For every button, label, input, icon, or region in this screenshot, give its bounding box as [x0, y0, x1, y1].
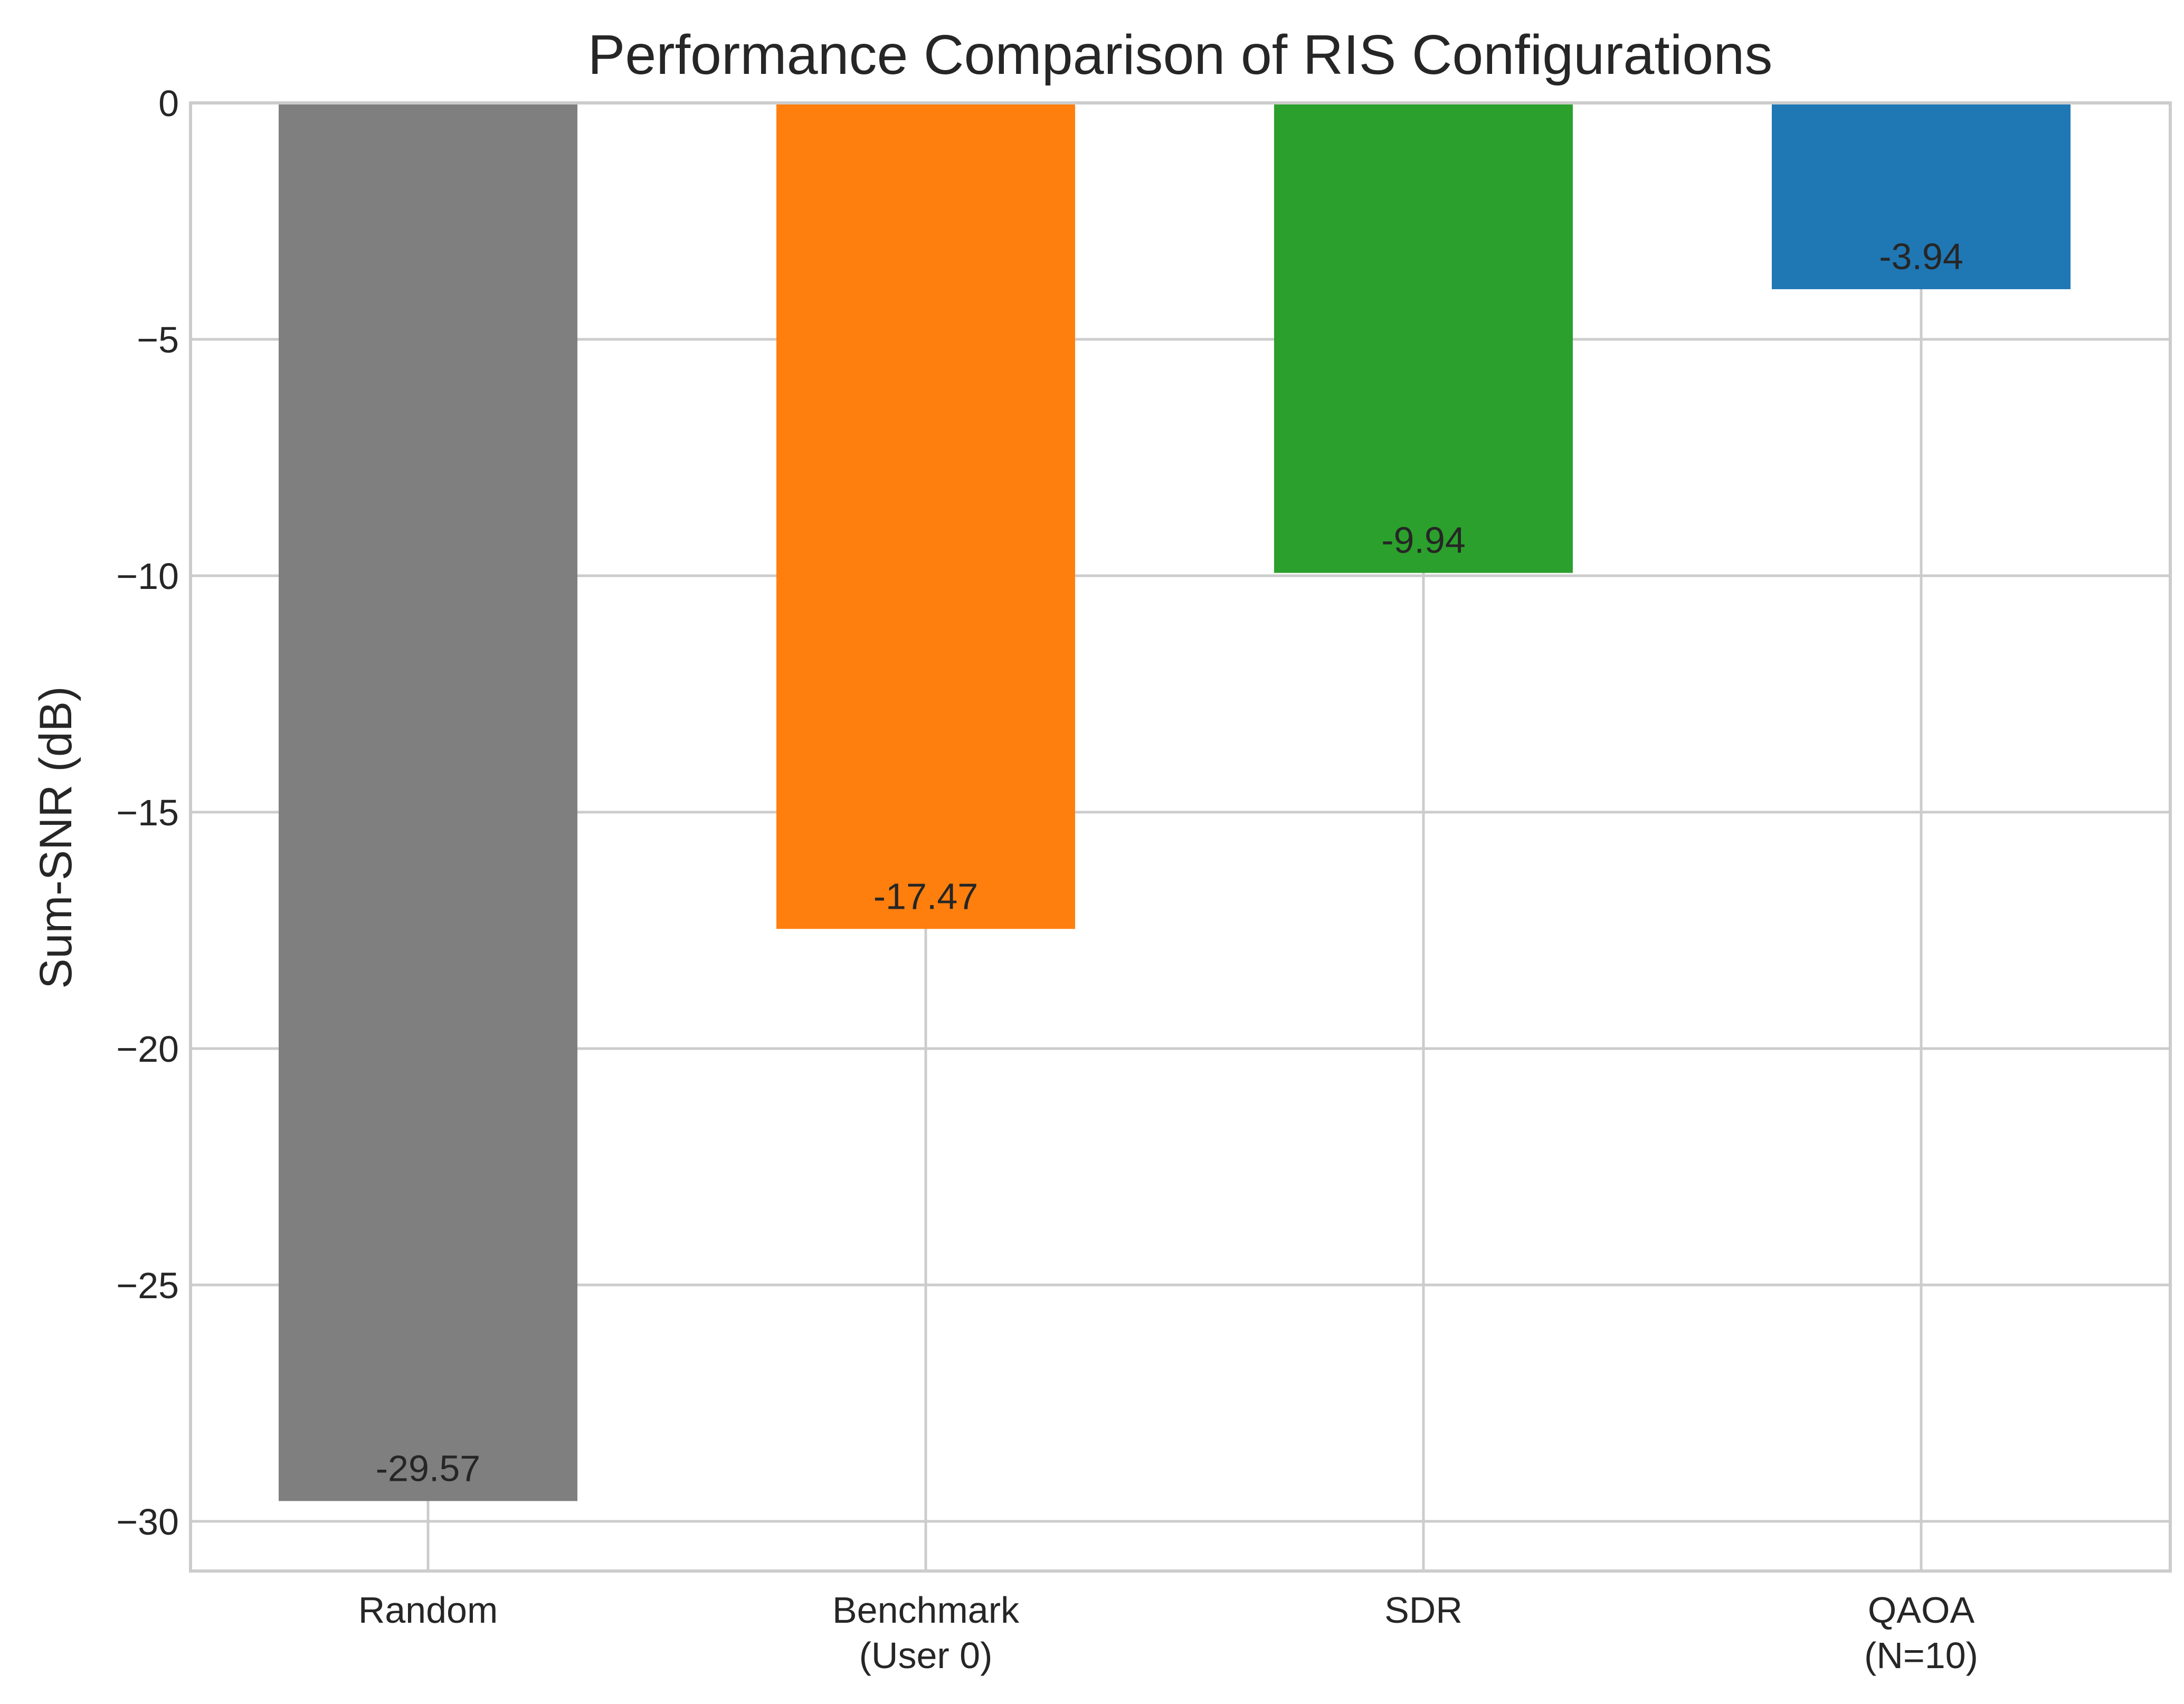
y-axis-label: Sum-SNR (dB)	[31, 686, 81, 988]
bar-value-label: -17.47	[873, 875, 978, 917]
y-tick-label: −5	[137, 319, 179, 360]
y-tick-label: −30	[116, 1501, 179, 1543]
y-tick-label: −20	[116, 1029, 179, 1070]
bar-value-label: -29.57	[376, 1448, 480, 1489]
bar-layer	[279, 103, 2071, 1501]
bar-value-label: -3.94	[1879, 236, 1963, 277]
tick-layer: 0 −5 −10 −15 −20 −25 −30 Random Benchmark (User 0…	[116, 83, 1978, 1676]
data-label-layer: -29.57 -17.47 -9.94 -3.94	[376, 236, 1963, 1489]
x-tick-label: SDR	[1384, 1589, 1463, 1631]
bar	[1772, 103, 2071, 290]
bar	[1274, 103, 1573, 573]
y-tick-label: −25	[116, 1265, 179, 1306]
y-tick-label: −10	[116, 556, 179, 597]
y-tick-label: −15	[116, 792, 179, 833]
chart-title: Performance Comparison of RIS Configurat…	[588, 24, 1773, 86]
plot-frame	[189, 101, 2172, 1573]
bar-value-label: -9.94	[1381, 520, 1466, 561]
x-tick-label: Random	[358, 1589, 498, 1631]
x-tick-label: QAOA (N=10)	[1864, 1589, 1978, 1676]
x-tick-label: Benchmark (User 0)	[832, 1589, 1020, 1676]
bar	[279, 103, 577, 1501]
bar	[776, 103, 1075, 929]
y-tick-label: 0	[158, 83, 179, 124]
